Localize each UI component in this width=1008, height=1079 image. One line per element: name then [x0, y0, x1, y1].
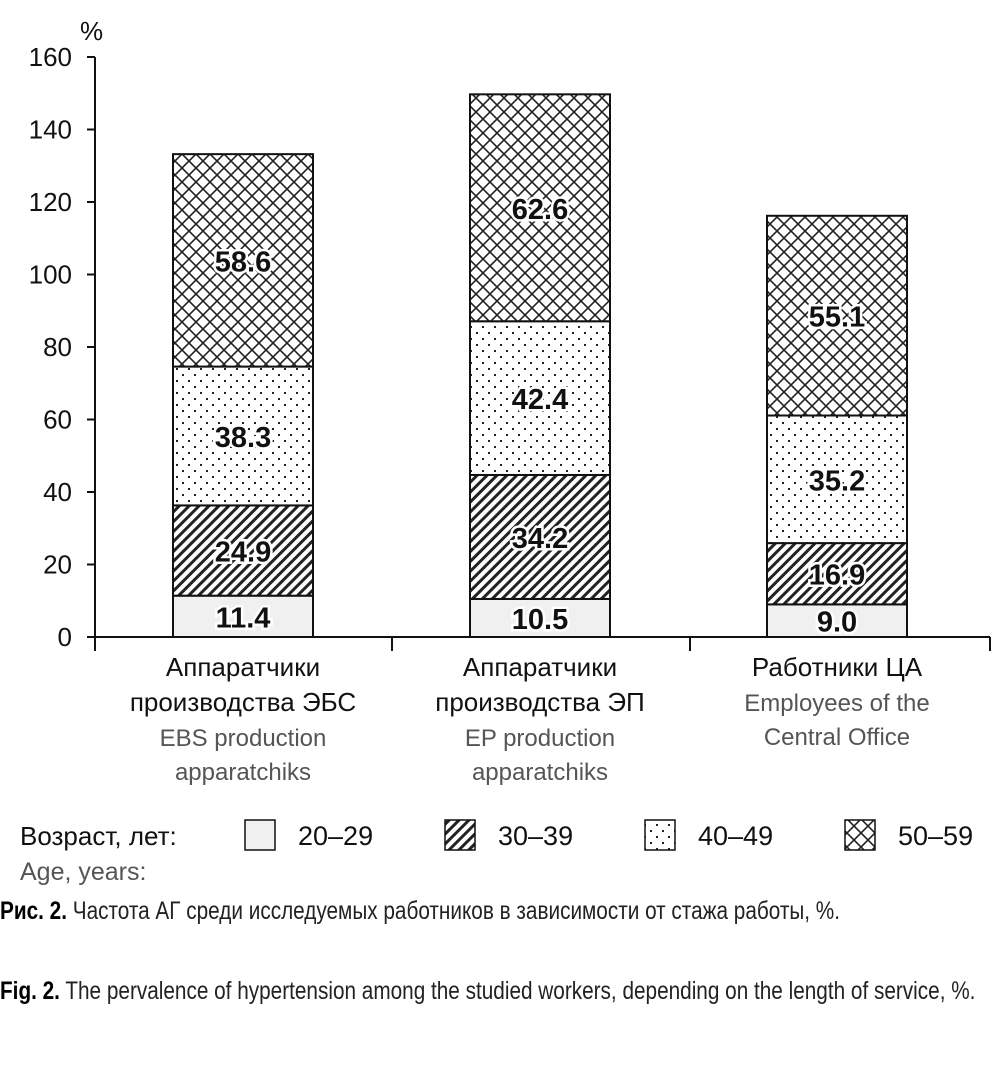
bar-segment	[172, 153, 314, 368]
bars	[172, 93, 908, 638]
legend-label: 20–29	[298, 821, 373, 851]
bar-segment	[766, 214, 908, 417]
category-label-en: Central Office	[764, 724, 910, 751]
legend-swatch-diagonal	[444, 819, 476, 851]
y-axis-label: %	[80, 16, 103, 46]
data-label: 10.5	[512, 604, 568, 636]
bar-segment	[469, 320, 611, 476]
caption-en-prefix: Fig. 2.	[0, 977, 60, 1005]
y-tick-label: 20	[43, 550, 72, 580]
category-label-en: apparatchiks	[472, 759, 608, 786]
y-tick-label: 0	[58, 622, 72, 652]
legend-swatch-solid	[244, 819, 276, 851]
category-label-en: apparatchiks	[175, 759, 311, 786]
y-tick-label: 40	[43, 477, 72, 507]
y-tick-label: 140	[29, 115, 72, 145]
caption-ru-prefix: Рис. 2.	[0, 897, 67, 925]
legend-label: 40–49	[698, 821, 773, 851]
data-label: 34.2	[512, 523, 568, 555]
y-tick-label: 100	[29, 260, 72, 290]
bar-segment	[469, 597, 611, 638]
bar-segment	[766, 414, 908, 545]
data-label: 16.9	[809, 560, 865, 592]
caption-en: Fig. 2. The pervalence of hypertension a…	[0, 973, 1004, 1009]
category-label-en: EBS production	[160, 725, 327, 752]
category-label-en: EP production	[465, 725, 615, 752]
stacked-bar-chart: % 0 20 40 60 80 100 120 140 160 11.4 24.9 38.3 58.6…	[20, 16, 991, 886]
legend-swatch-crosshatch	[844, 819, 876, 851]
data-label: 11.4	[216, 602, 271, 634]
category-label-ru: Аппаратчики	[166, 652, 320, 682]
caption-en-text: The pervalence of hypertension among the…	[59, 977, 976, 1005]
legend-label: 50–59	[898, 821, 973, 851]
data-label: 35.2	[809, 465, 865, 497]
legend-title-en: Age, years:	[20, 858, 146, 886]
category-labels: Аппаратчики производства ЭБС EBS productio…	[130, 652, 930, 786]
y-tick-label: 120	[29, 187, 72, 217]
category-label-ru: производства ЭБС	[130, 687, 356, 717]
category-label-ru: Работники ЦА	[752, 652, 923, 682]
caption-ru-text: Частота АГ среди исследуемых работников …	[66, 897, 841, 925]
y-tick-label: 60	[43, 405, 72, 435]
legend-title-ru: Возраст, лет:	[20, 821, 177, 851]
bar-segment	[172, 504, 314, 597]
category-label-en: Employees of the	[744, 690, 929, 717]
bar-segment	[469, 93, 611, 323]
data-label: 24.9	[215, 537, 271, 569]
data-label: 58.6	[215, 246, 271, 278]
data-label: 38.3	[215, 422, 271, 454]
legend-swatch-dots	[644, 819, 676, 851]
caption-ru: Рис. 2. Частота АГ среди исследуемых раб…	[0, 893, 1004, 929]
category-label-ru: производства ЭП	[435, 687, 645, 717]
legend-label: 30–39	[498, 821, 573, 851]
y-tick-label: 80	[43, 332, 72, 362]
y-tick-label: 160	[29, 42, 72, 72]
data-label: 55.1	[809, 302, 865, 334]
data-label: 9.0	[817, 607, 857, 639]
legend: Возраст, лет: Age, years: 20–29 30–39 40–4…	[20, 819, 973, 886]
data-labels: 11.4 24.9 38.3 58.6 10.5 34.2 42.4 62.6 9.0 16.9 3…	[212, 191, 867, 641]
bar-segment	[469, 473, 611, 600]
bar-segment	[172, 365, 314, 507]
category-label-ru: Аппаратчики	[463, 652, 617, 682]
data-label: 62.6	[512, 194, 568, 226]
data-label: 42.4	[512, 384, 568, 416]
